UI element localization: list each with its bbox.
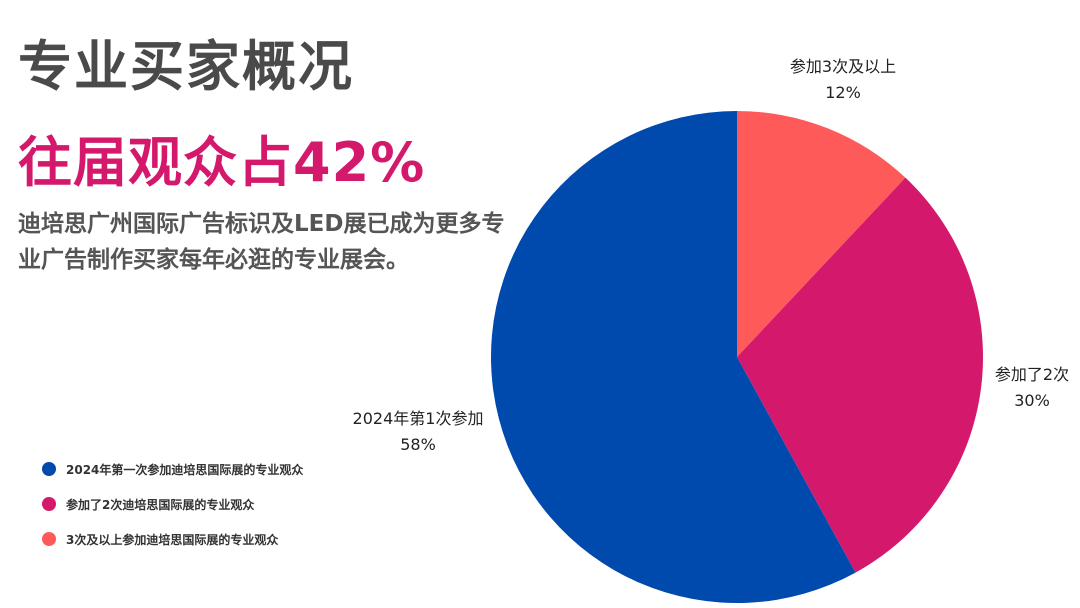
slice-name-label: 参加了2次 — [995, 365, 1069, 384]
slice-value-label: 12% — [825, 83, 861, 102]
legend-item: 2024年第一次参加迪培思国际展的专业观众 — [42, 458, 303, 480]
slice-name-label: 参加3次及以上 — [790, 57, 896, 76]
pie-slice — [490, 111, 856, 603]
legend-label: 参加了2次迪培思国际展的专业观众 — [66, 497, 255, 512]
legend-swatch — [42, 532, 56, 546]
legend-swatch — [42, 462, 56, 476]
pie-slice — [737, 177, 983, 573]
page-title: 专业买家概况 — [18, 35, 354, 98]
pie-slice — [737, 111, 906, 357]
legend-swatch — [42, 497, 56, 511]
legend-item: 3次及以上参加迪培思国际展的专业观众 — [42, 528, 303, 550]
legend-label: 3次及以上参加迪培思国际展的专业观众 — [66, 532, 279, 547]
legend-label: 2024年第一次参加迪培思国际展的专业观众 — [66, 462, 304, 477]
slice-name-label: 2024年第1次参加 — [353, 409, 484, 428]
legend-item: 参加了2次迪培思国际展的专业观众 — [42, 493, 303, 515]
slice-value-label: 58% — [400, 435, 436, 454]
description-text: 迪培思广州国际广告标识及LED展已成为更多专业广告制作买家每年必逛的专业展会。 — [18, 211, 505, 273]
highlight-headline: 往届观众占42% — [18, 131, 426, 194]
chart-legend: 2024年第一次参加迪培思国际展的专业观众 参加了2次迪培思国际展的专业观众 3… — [42, 458, 303, 563]
slice-value-label: 30% — [1014, 391, 1050, 410]
